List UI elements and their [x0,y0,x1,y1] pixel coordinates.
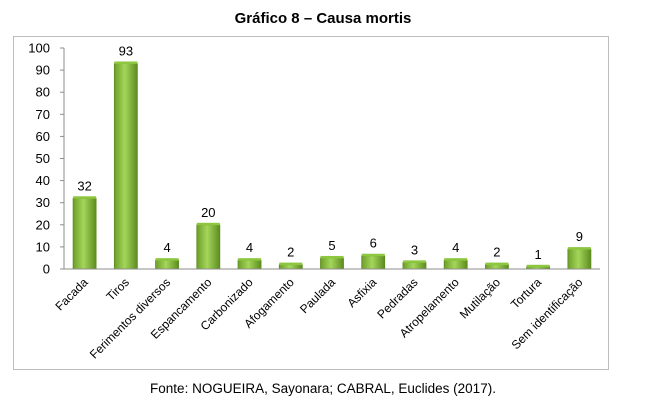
data-label: 2 [493,245,500,260]
bar-top [567,247,591,250]
data-label: 3 [411,242,418,257]
bar [361,255,386,270]
bar-top [279,262,303,266]
data-labels: 32 93 4 20 4 2 5 6 3 4 2 1 9 [77,43,583,261]
data-label: 93 [119,43,133,58]
x-tick-label: Sem identificação [509,275,586,352]
data-label: 4 [452,240,459,255]
data-label: 6 [370,236,377,251]
bar-top [485,262,509,266]
y-axis: 0 10 20 30 40 50 60 70 80 90 100 [28,41,65,277]
bar-top [361,253,385,257]
chart-title: Gráfico 8 – Causa mortis [234,10,412,27]
bar-top [238,258,262,261]
data-label: 20 [201,205,215,220]
source-note: Fonte: NOGUEIRA, Sayonara; CABRAL, Eucli… [150,381,496,396]
y-tick-label: 100 [28,41,50,56]
bar [155,259,179,270]
y-tick-label: 10 [36,239,50,254]
chart-frame [13,36,609,370]
bar-top [73,196,97,199]
bar [72,197,97,270]
y-tick-label: 90 [36,63,50,78]
data-label: 5 [328,238,335,253]
bar [485,264,509,270]
bar-top [402,260,426,263]
bar [567,248,592,270]
x-tick-label: Asfixia [344,275,379,310]
bar [443,259,468,270]
x-tick-label: Tortura [508,275,545,312]
bar-top [155,258,179,261]
y-tick-label: 80 [36,85,50,100]
data-label: 4 [246,240,253,255]
bar [196,224,221,270]
bar-top [114,61,138,64]
bar-top [196,222,220,226]
data-label: 1 [535,247,542,262]
bar [320,257,344,270]
x-tick-label: Paulada [297,275,338,316]
bar [278,264,303,270]
bar [237,259,262,270]
data-label: 9 [576,229,583,244]
y-tick-label: 50 [36,151,50,166]
x-tick-label: Facada [53,275,91,313]
y-tick-label: 70 [36,107,50,122]
bar [402,261,427,270]
bar-top [526,264,550,268]
bar-top [444,258,468,261]
y-tick-label: 30 [36,195,50,210]
y-tick-label: 20 [36,217,50,232]
bar-top [320,255,344,259]
y-tick-label: 60 [36,129,50,144]
data-label: 32 [77,178,91,193]
data-label: 2 [287,245,294,260]
x-tick-label: Mutilação [457,275,503,321]
x-tick-label: Tiros [104,275,132,303]
bar [113,63,138,270]
y-tick-label: 0 [43,262,50,277]
data-label: 4 [163,240,170,255]
y-tick-label: 40 [36,173,50,188]
